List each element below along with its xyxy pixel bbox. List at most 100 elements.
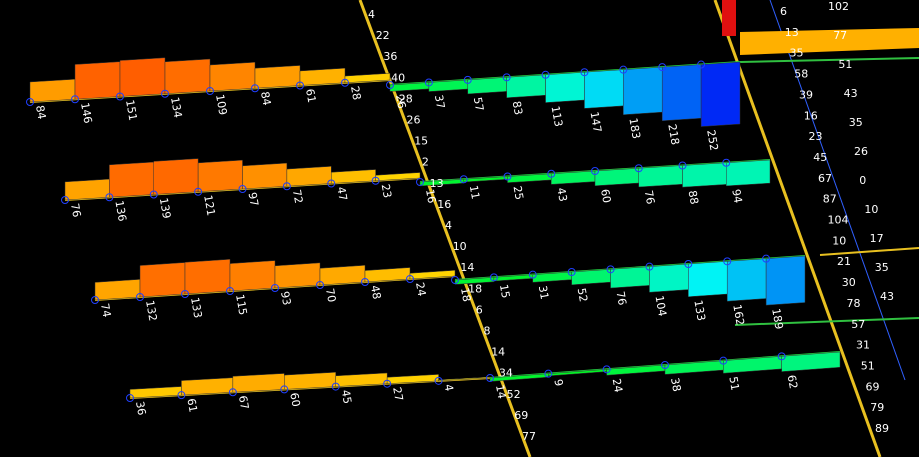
force-label: 76 (642, 189, 657, 205)
node (177, 391, 186, 400)
node (503, 172, 512, 181)
force-label: 60 (598, 188, 613, 204)
force-label: 183 (626, 117, 642, 140)
force-label: 61 (303, 88, 318, 104)
column-label: 35 (790, 47, 804, 60)
column-label: 13 (785, 26, 799, 39)
force-bar (467, 77, 507, 95)
force-bar (284, 372, 336, 390)
node (126, 394, 134, 402)
force-label: 9 (551, 378, 565, 387)
column-label: 30 (842, 276, 856, 289)
force-label: 94 (729, 188, 744, 204)
column-label: 16 (804, 109, 818, 122)
force-bar (254, 65, 301, 89)
force-label: 93 (278, 290, 293, 306)
force-bar (765, 255, 806, 306)
column-label: 52 (507, 388, 521, 401)
force-label: 133 (188, 296, 204, 319)
force-bar (638, 165, 683, 188)
force-bar (545, 71, 585, 103)
force-label: 61 (184, 397, 199, 413)
node (528, 270, 537, 279)
column-label: 16 (437, 198, 451, 211)
beam (819, 247, 919, 256)
column-label: 87 (823, 193, 837, 206)
node (271, 284, 279, 292)
force-bar (364, 267, 411, 283)
force-bar (335, 372, 388, 387)
node (206, 87, 214, 95)
force-bar (286, 166, 332, 187)
column-label: 10 (832, 234, 846, 247)
force-label: 189 (769, 307, 785, 330)
node (580, 68, 589, 77)
force-bar (232, 373, 285, 393)
node (424, 78, 433, 87)
node (371, 176, 380, 185)
beam-force (740, 28, 919, 55)
node (567, 268, 576, 276)
column-label: 102 (828, 0, 849, 13)
force-bar (94, 279, 141, 301)
force-bar (386, 374, 439, 384)
node (282, 182, 291, 191)
column-label: 6 (780, 5, 787, 18)
column (769, 0, 906, 381)
force-bar (153, 158, 199, 195)
force-label: 4 (442, 383, 456, 392)
node (723, 257, 732, 266)
node (228, 388, 237, 397)
force-label: 162 (730, 303, 746, 326)
node (280, 385, 289, 394)
column (713, 0, 882, 457)
force-label: 25 (511, 185, 526, 201)
node (489, 273, 498, 282)
column-label: 35 (849, 116, 863, 129)
force-label: 97 (246, 191, 261, 207)
column-label: 0 (859, 174, 866, 187)
node (645, 262, 654, 271)
node (434, 376, 443, 385)
column-label: 23 (809, 130, 823, 143)
node (316, 281, 324, 289)
column-label: 4 (445, 219, 452, 232)
force-label: 84 (258, 91, 273, 107)
force-label: 113 (549, 105, 565, 128)
force-bar (164, 58, 211, 95)
force-label: 38 (668, 377, 683, 393)
column-label: 6 (476, 303, 483, 316)
node (591, 167, 599, 175)
force-label: 133 (691, 299, 707, 322)
node (181, 290, 189, 298)
column-label: 104 (828, 214, 849, 227)
node (463, 75, 472, 84)
force-label: 31 (536, 285, 551, 301)
node (634, 164, 643, 173)
node (684, 260, 693, 268)
force-label: 146 (78, 102, 94, 125)
column-label: 31 (856, 339, 870, 352)
force-bar (209, 61, 256, 92)
force-label: 132 (143, 299, 159, 322)
force-label: 121 (201, 194, 217, 217)
column-label: 28 (399, 92, 413, 105)
force-label: 48 (368, 284, 383, 300)
force-bar (571, 269, 611, 286)
force-label: 67 (236, 395, 251, 411)
force-label: 109 (213, 93, 229, 116)
column-label: 78 (847, 297, 861, 310)
column-label: 79 (870, 401, 884, 414)
column-label: 77 (833, 29, 847, 42)
column-label: 8 (484, 325, 491, 338)
node (544, 369, 553, 378)
column-label: 14 (460, 261, 474, 274)
node (486, 374, 494, 382)
force-bar (682, 162, 727, 188)
force-bar (197, 159, 243, 193)
column-label: 21 (837, 255, 851, 268)
node (238, 185, 247, 193)
column-label: 2 (422, 156, 429, 169)
node (697, 60, 706, 69)
force-label: 74 (98, 302, 113, 318)
